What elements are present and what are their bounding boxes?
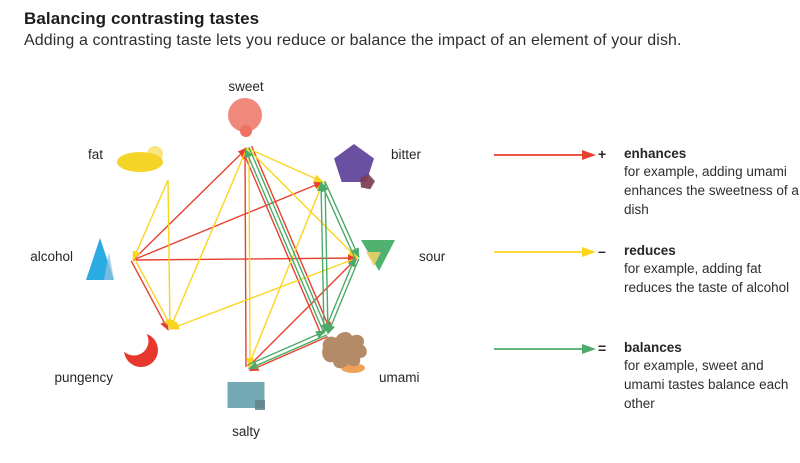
- edge-bitter-sour-balances: [324, 180, 360, 259]
- node-salty-label: salty: [232, 424, 260, 439]
- node-bitter-icon: [334, 144, 375, 190]
- node-sweet-label: sweet: [228, 79, 264, 94]
- legend-desc-balances: for example, sweet and umami tastes bala…: [624, 358, 789, 411]
- node-fat-label: fat: [88, 147, 103, 162]
- edge-sweet-pungency-reduces: [169, 147, 248, 330]
- node-alcohol-icon: [86, 238, 114, 280]
- node-pungency-icon: [119, 326, 158, 367]
- node-salty-icon: [227, 382, 265, 410]
- edge-sour-umami-balances: [327, 258, 360, 335]
- node-fat-icon: [117, 146, 163, 172]
- legend-desc-enhances: for example, adding umami enhances the s…: [624, 164, 799, 217]
- edge-alcohol-pungency-reduces: [134, 258, 173, 329]
- legend: + enhances for example, adding umami enh…: [492, 146, 799, 446]
- edge-sweet-salty-reduces: [245, 147, 254, 368]
- edge-umami-bitter-balances: [317, 181, 326, 334]
- plus-symbol: +: [598, 146, 607, 162]
- reduces-arrow-icon: [494, 247, 596, 257]
- edge-salty-bitter-reduces: [247, 181, 324, 368]
- node-sweet-icon: [228, 98, 262, 137]
- node-alcohol-label: alcohol: [30, 249, 73, 264]
- legend-desc-reduces: for example, adding fat reduces the tast…: [624, 261, 790, 295]
- edge-sour-bitter-balances: [320, 181, 356, 260]
- minus-symbol: –: [598, 243, 606, 259]
- edge-alcohol-sweet-enhances: [132, 147, 248, 261]
- edge-umami-salty-balances: [247, 334, 328, 370]
- edge-alcohol-pungency-enhances: [130, 260, 169, 331]
- legend-label-balances: balances: [624, 340, 682, 355]
- legend-label-enhances: enhances: [624, 146, 687, 161]
- edge-sweet-bitter-reduces: [246, 147, 324, 183]
- edge-umami-sweet-balances: [244, 147, 325, 335]
- page-subtitle: Adding a contrasting taste lets you redu…: [24, 32, 682, 49]
- edge-sweet-umami-enhances: [250, 145, 332, 332]
- node-sour-label: sour: [419, 249, 446, 264]
- balances-arrow-icon: [494, 344, 596, 354]
- edge-salty-umami-balances: [246, 330, 327, 366]
- edge-sour-pungency-reduces: [169, 257, 358, 330]
- nodes-layer: sweet bitter sour umami salty pungency alcohol…: [30, 79, 446, 439]
- edge-salty-sweet-enhances: [241, 147, 250, 368]
- edge-bitter-umami-balances: [323, 181, 332, 334]
- edge-umami-sour-balances: [323, 256, 356, 333]
- edge-sweet-umami-balances: [248, 146, 329, 334]
- edge-fat-alcohol-reduces: [132, 179, 169, 261]
- edge-salty-sour-enhances: [247, 257, 358, 368]
- edge-umami-sweet-enhances: [241, 149, 323, 336]
- equals-symbol: =: [598, 340, 607, 356]
- legend-label-reduces: reduces: [624, 243, 676, 258]
- page-title: Balancing contrasting tastes: [24, 9, 260, 28]
- edges-layer: [130, 145, 360, 372]
- enhances-arrow-icon: [494, 150, 596, 160]
- node-sour-icon: [361, 240, 395, 271]
- edge-umami-salty-enhances: [248, 336, 328, 372]
- edge-alcohol-bitter-enhances: [132, 181, 324, 261]
- edge-fat-pungency-reduces: [165, 179, 174, 330]
- node-pungency-label: pungency: [54, 370, 113, 385]
- node-umami-label: umami: [379, 370, 420, 385]
- node-bitter-label: bitter: [391, 147, 422, 162]
- node-umami-icon: [322, 332, 367, 373]
- edge-sweet-sour-reduces: [246, 147, 358, 259]
